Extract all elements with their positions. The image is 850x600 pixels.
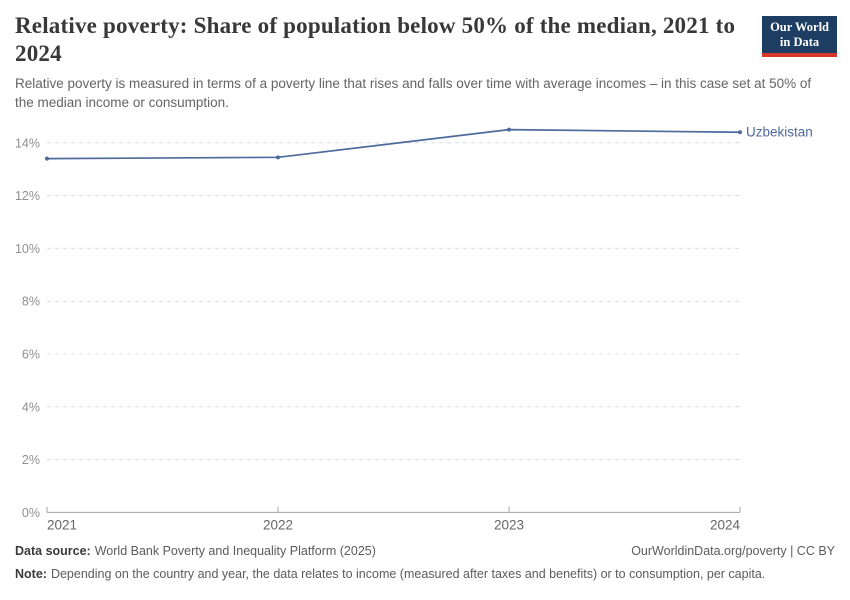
data-source-value: World Bank Poverty and Inequality Platfo… <box>94 544 376 558</box>
data-point-2023[interactable] <box>507 127 511 132</box>
y-axis-tick-label: 6% <box>22 348 40 362</box>
data-point-2022[interactable] <box>276 155 280 160</box>
entity-label-uzbekistan[interactable]: Uzbekistan <box>746 125 813 140</box>
owid-logo-line2: in Data <box>779 35 820 49</box>
y-axis-tick-label: 12% <box>15 189 40 203</box>
line-chart: 0% 2% 4% 6% 8% 10% 12% 14% 2021 2022 2023 2024 Uzbek… <box>15 125 813 533</box>
footer-note-row: Note: Depending on the country and year, … <box>15 566 835 582</box>
data-source-label: Data source: <box>15 544 91 558</box>
x-axis-tick-label: 2024 <box>710 517 741 532</box>
note-value: Depending on the country and year, the d… <box>50 567 766 581</box>
data-source: Data source: World Bank Poverty and Inequ… <box>15 543 376 559</box>
page-title: Relative poverty: Share of population be… <box>15 13 736 66</box>
chart-subtitle: Relative poverty is measured in terms of… <box>15 76 812 110</box>
owid-logo[interactable]: Our World in Data <box>762 16 837 57</box>
uzbekistan-line[interactable] <box>46 128 741 160</box>
x-axis-tick-label: 2021 <box>47 517 77 532</box>
y-axis-tick-label: 0% <box>22 506 40 520</box>
note-label: Note: <box>15 567 47 581</box>
attribution-link[interactable]: OurWorldinData.org/poverty | CC BY <box>631 544 835 558</box>
footer-sources-row: Data source: World Bank Poverty and Inequ… <box>15 543 835 559</box>
owid-logo-line1: Our World <box>770 20 829 34</box>
y-axis-tick-label: 10% <box>15 242 40 256</box>
y-axis-tick-label: 2% <box>22 453 40 467</box>
data-point-2024[interactable] <box>738 130 742 135</box>
y-axis-tick-label: 8% <box>22 295 40 309</box>
data-point-2021[interactable] <box>45 156 49 161</box>
x-axis-tick-label: 2022 <box>263 517 293 532</box>
y-axis-tick-label: 4% <box>22 400 40 414</box>
x-axis-tick-label: 2023 <box>494 517 524 532</box>
y-axis-tick-label: 14% <box>15 136 40 150</box>
